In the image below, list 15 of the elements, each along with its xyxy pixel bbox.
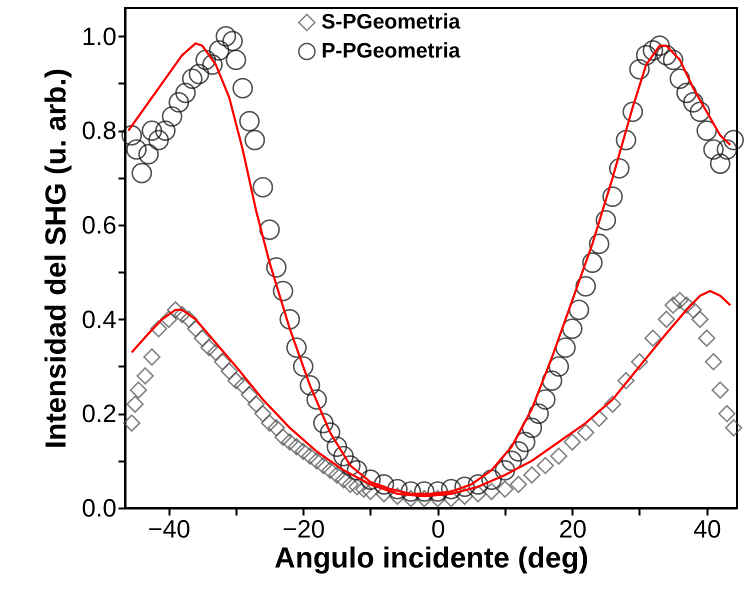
x-tick-label: 20 — [558, 516, 587, 544]
y-tick-label: 0.4 — [82, 306, 117, 334]
x-tick-label: −40 — [148, 516, 190, 544]
y-tick-label: 1.0 — [82, 22, 116, 51]
legend-label: P-PGeometria — [321, 40, 461, 62]
legend-label: S-PGeometria — [321, 10, 461, 34]
y-tick-label: 0.6 — [82, 211, 116, 240]
x-axis-title: Angulo incidente (deg) — [274, 542, 589, 574]
y-axis-title: Intensidad del SHG (u. arb.) — [40, 68, 73, 449]
y-tick-label: 0.8 — [82, 117, 116, 146]
x-tick-label: 40 — [693, 516, 722, 544]
x-tick-label: 0 — [431, 516, 446, 544]
y-tick-label: 0.2 — [82, 400, 116, 428]
x-tick-label: −20 — [282, 516, 325, 544]
y-tick-label: 0.0 — [82, 494, 116, 522]
